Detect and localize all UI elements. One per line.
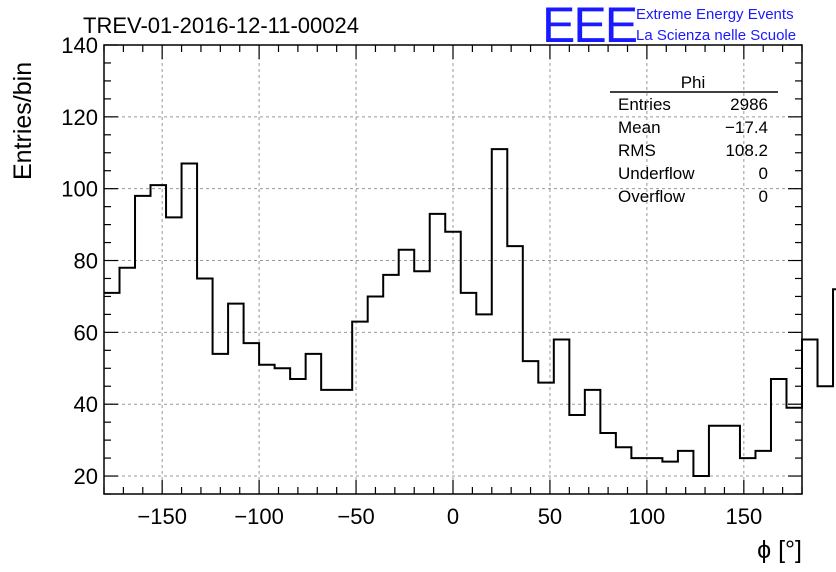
x-tick-label: 100 xyxy=(629,504,666,529)
y-axis-label: Entries/bin xyxy=(9,62,37,180)
x-axis-label: ϕ [°] xyxy=(757,536,802,564)
stats-entries-value: 2986 xyxy=(730,95,768,114)
y-tick-label: 60 xyxy=(74,320,98,345)
stats-overflow-label: Overflow xyxy=(618,187,686,206)
stats-rms-label: RMS xyxy=(618,141,656,160)
x-tick-label: −50 xyxy=(337,504,374,529)
stats-mean-label: Mean xyxy=(618,118,661,137)
chart-title: TREV-01-2016-12-11-00024 xyxy=(83,13,359,38)
stats-box: Phi Entries 2986 Mean −17.4 RMS 108.2 Un… xyxy=(610,73,778,206)
x-tick-label: −150 xyxy=(137,504,187,529)
y-tick-label: 100 xyxy=(61,177,98,202)
brand-line-1: Extreme Energy Events xyxy=(636,6,794,23)
grid-lines xyxy=(104,44,802,494)
stats-title: Phi xyxy=(681,73,706,92)
stats-underflow-label: Underflow xyxy=(618,164,695,183)
y-tick-label: 20 xyxy=(74,464,98,489)
x-tick-label: 0 xyxy=(447,504,459,529)
x-axis-ticks: −150 −100 −50 0 50 100 150 xyxy=(103,45,803,529)
brand-line-2: La Scienza nelle Scuole xyxy=(636,27,796,44)
stats-overflow-value: 0 xyxy=(759,187,768,206)
y-tick-label: 40 xyxy=(74,392,98,417)
stats-rms-value: 108.2 xyxy=(725,141,768,160)
y-tick-label: 120 xyxy=(61,105,98,130)
eee-logo: EEE Extreme Energy Events La Scienza nel… xyxy=(542,0,796,53)
eee-logo-text: EEE xyxy=(542,0,637,53)
y-tick-label: 80 xyxy=(74,249,98,274)
x-tick-label: −100 xyxy=(234,504,284,529)
x-tick-label: 150 xyxy=(725,504,762,529)
stats-underflow-value: 0 xyxy=(759,164,768,183)
y-tick-label: 140 xyxy=(61,33,98,58)
stats-mean-value: −17.4 xyxy=(725,118,768,137)
x-tick-label: 50 xyxy=(538,504,562,529)
y-axis-ticks: 20 40 60 80 100 120 140 xyxy=(61,33,802,495)
histogram-line xyxy=(104,148,836,478)
plot-frame xyxy=(103,44,803,495)
stats-entries-label: Entries xyxy=(618,95,671,114)
